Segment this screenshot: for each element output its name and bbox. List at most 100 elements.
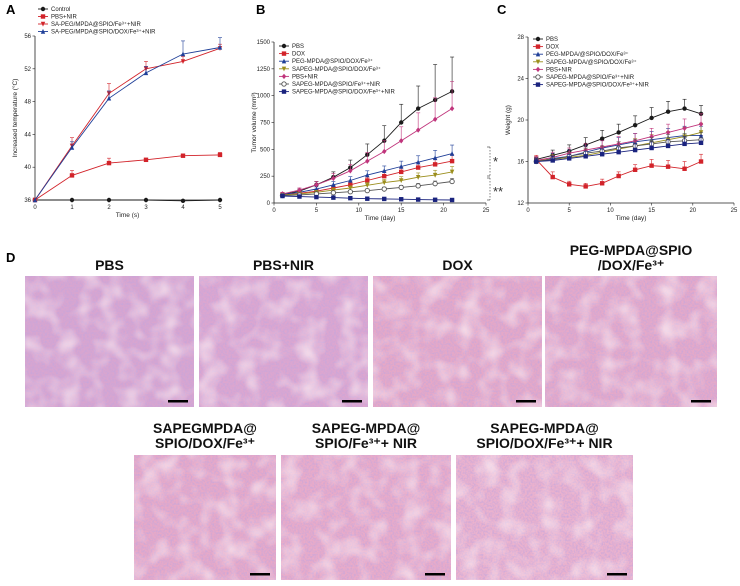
panel-label-a: A: [6, 2, 16, 17]
data-point: [432, 172, 438, 178]
significance-label: **: [493, 184, 503, 199]
data-point: [382, 148, 387, 155]
histology-title: DOX: [442, 257, 473, 273]
legend-label: PBS: [292, 44, 304, 50]
legend-marker: [40, 28, 46, 34]
data-point: [331, 182, 336, 187]
histology-title: PBS: [95, 257, 124, 273]
data-point: [599, 136, 605, 141]
data-point: [698, 121, 704, 127]
x-tick-label: 25: [731, 208, 738, 214]
legend-marker: [40, 14, 46, 19]
data-point: [449, 105, 455, 112]
data-point: [449, 169, 455, 175]
scale-bar: [168, 400, 188, 403]
series-6: [534, 135, 704, 164]
x-tick-label: 15: [648, 208, 655, 214]
data-point: [297, 194, 302, 199]
data-point: [381, 186, 387, 192]
data-point: [550, 174, 555, 180]
series-line: [34, 47, 221, 201]
legend: PBSDOXPEG-MPDA@SPIO/DOX/Fe³⁺SAPEG-MPDA@S…: [279, 43, 395, 96]
data-point: [682, 106, 687, 111]
data-point: [567, 156, 572, 161]
data-point: [682, 125, 687, 131]
x-tick-label: 1: [70, 205, 74, 211]
series-4: [280, 81, 455, 197]
scale-bar: [516, 400, 536, 403]
data-point: [348, 168, 353, 174]
legend-marker: [535, 36, 541, 42]
data-point: [649, 133, 654, 140]
x-tick-label: 0: [33, 205, 37, 211]
histology-title: SPIO/Fe³⁺+ NIR: [315, 435, 417, 451]
histology-texture: [134, 455, 276, 580]
data-point: [365, 196, 370, 201]
histology-texture: [545, 276, 717, 407]
data-point: [180, 198, 186, 204]
chart-c-weight: 0 5 10 15 20 25 12 16 20 24 28 Time (day) Weight (g)…: [505, 35, 738, 222]
scale-bar: [342, 400, 362, 403]
y-tick-label: 750: [260, 121, 271, 127]
data-point: [314, 186, 319, 192]
data-point: [698, 140, 704, 146]
x-tick-label: 25: [483, 208, 490, 214]
data-point: [665, 109, 671, 114]
data-point: [382, 180, 387, 186]
data-point: [365, 178, 370, 183]
data-point: [365, 183, 370, 188]
legend-label: SA-PEG/MPDA@SPIO/DOX/Fe³⁺+NIR: [51, 29, 156, 36]
y-axis-label: Weight (g): [505, 105, 512, 135]
data-point: [365, 158, 370, 164]
histology-title: SPIO/DOX/Fe³⁺+ NIR: [476, 435, 612, 451]
data-point: [649, 115, 654, 121]
data-point: [399, 138, 404, 144]
legend-label: PBS+NIR: [546, 67, 573, 73]
data-point: [331, 195, 336, 200]
row1-panel-3: PEG-MPDA@SPIO/DOX/Fe³⁺: [545, 242, 717, 407]
data-point: [399, 120, 404, 125]
y-tick-label: 250: [260, 174, 271, 180]
x-axis-label: Time (day): [365, 215, 396, 222]
data-point: [348, 195, 353, 201]
series-1: [32, 152, 223, 203]
legend-label: PBS: [546, 37, 558, 43]
data-point: [69, 197, 75, 203]
legend-marker: [281, 43, 287, 49]
data-point: [682, 166, 687, 171]
y-tick-label: 1250: [257, 67, 271, 73]
legend-marker: [40, 21, 46, 27]
data-point: [415, 197, 421, 202]
histology-title: PEG-MPDA@SPIO: [570, 242, 693, 258]
legend: PBS DOXPEG-MPDA/@SPIO/DOX/Fe³⁺SAPEG-MPDA/…: [533, 36, 649, 89]
y-axis-label: Increased temperature (°C): [11, 79, 19, 158]
data-point: [331, 175, 336, 182]
data-point: [599, 181, 605, 186]
data-point: [415, 127, 421, 133]
data-point: [567, 182, 572, 187]
legend-marker: [281, 73, 287, 80]
y-axis-label: Tumor volume (mm³): [251, 92, 258, 152]
data-point: [106, 197, 112, 203]
data-point: [399, 163, 404, 169]
y-tick-label: 24: [517, 77, 524, 83]
data-point: [432, 181, 438, 187]
legend-marker: [535, 74, 541, 80]
data-point: [632, 167, 638, 172]
data-point: [583, 184, 588, 189]
data-point: [415, 106, 421, 111]
legend-marker: [535, 44, 541, 49]
data-point: [217, 44, 223, 50]
data-point: [616, 149, 621, 155]
data-point: [449, 197, 455, 203]
y-tick-label: 52: [24, 67, 31, 73]
x-tick-label: 10: [355, 208, 362, 214]
row1-panel-2: DOX: [373, 257, 542, 407]
data-point: [217, 197, 223, 203]
legend-label: SAPEG-MPDA@SPIO/DOX/Fe³⁺+NIR: [292, 89, 395, 96]
data-point: [32, 197, 38, 203]
legend-marker: [281, 58, 287, 64]
x-tick-label: 20: [440, 208, 447, 214]
data-point: [143, 70, 149, 76]
legend-label: DOX: [546, 45, 559, 51]
